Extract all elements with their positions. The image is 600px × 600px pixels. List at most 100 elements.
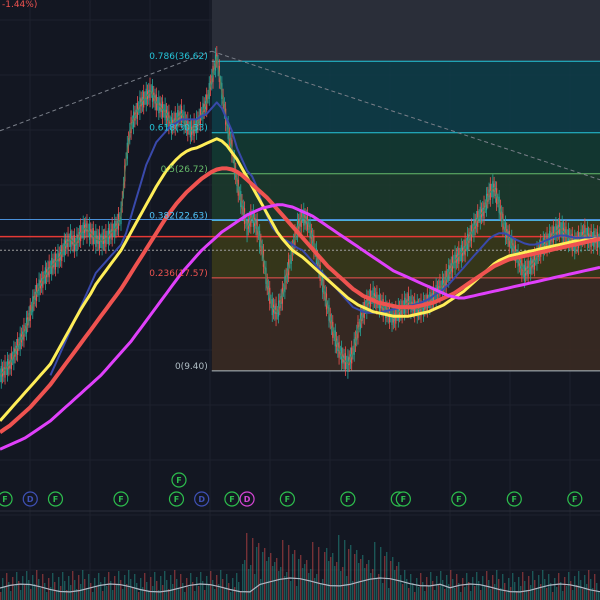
volume-bar [378, 574, 380, 600]
volume-bar [236, 573, 238, 600]
volume-bar [534, 580, 536, 600]
volume-bar [76, 589, 78, 600]
volume-bar [60, 586, 62, 600]
volume-ma-line [0, 577, 600, 593]
volume-bar [566, 586, 568, 600]
volume-bar [160, 576, 162, 600]
volume-bar [38, 579, 40, 600]
event-marker-label: F [401, 495, 406, 504]
volume-bar [144, 573, 146, 600]
volume-bar [64, 581, 66, 600]
volume-bar [524, 581, 526, 600]
volume-bar [510, 587, 512, 600]
volume-bar [550, 583, 552, 600]
event-marker [224, 491, 240, 507]
volume-bar [36, 570, 38, 600]
volume-bar [250, 565, 252, 600]
volume-bar [326, 548, 328, 600]
volume-bar [244, 560, 246, 600]
event-marker-label: D [27, 495, 34, 504]
volume-bar [56, 591, 58, 600]
fib-label-0.382: 0.382(22.63) [149, 211, 208, 221]
volume-bar [408, 588, 410, 600]
volume-bar [334, 566, 336, 600]
series-line-2 [0, 137, 600, 422]
volume-bar [82, 570, 84, 600]
event-marker-label: D [244, 495, 251, 504]
volume-bar [148, 591, 150, 600]
fib-retracement[interactable] [211, 0, 600, 372]
volume-bar [418, 587, 420, 600]
volume-bar [354, 554, 356, 600]
volume-bar [90, 583, 92, 600]
volume-bar [484, 585, 486, 600]
volume-bar [96, 587, 98, 600]
volume-bar [386, 552, 388, 600]
volume-bar [518, 577, 520, 600]
event-marker [168, 491, 185, 507]
volume-bar [164, 571, 166, 600]
volume-bar [292, 554, 294, 600]
volume-bar [246, 533, 248, 600]
volume-bar [574, 576, 576, 600]
volume-bar [474, 586, 476, 600]
event-marker-label: F [345, 495, 350, 504]
volume-bar [420, 573, 422, 600]
volume-bar [414, 592, 416, 600]
volume-bar [302, 568, 304, 600]
volume-bar [194, 591, 196, 600]
volume-bar [410, 574, 412, 600]
volume-bar [376, 578, 378, 600]
volume-bar [30, 589, 32, 600]
volume-bar [58, 577, 60, 600]
event-marker [567, 491, 583, 507]
event-marker [171, 472, 187, 488]
volume-bar [448, 584, 450, 600]
volume-bar [282, 540, 284, 600]
volume-bar [74, 580, 76, 600]
volume-bar [112, 590, 114, 600]
volume-bar [226, 574, 228, 600]
volume-bar [304, 564, 306, 600]
volume-bar [348, 549, 350, 600]
volume-bar [314, 578, 316, 600]
volume-bar [136, 583, 138, 600]
volume-bar [116, 585, 118, 600]
volume-bar [44, 583, 46, 600]
volume-bar [100, 582, 102, 600]
event-marker [395, 491, 411, 507]
volume-bar [66, 590, 68, 600]
volume-bar [252, 538, 254, 600]
series-line-0 [0, 56, 600, 376]
volume-bar [318, 547, 320, 600]
series-line-4 [0, 203, 600, 451]
volume-bar [390, 561, 392, 600]
event-marker-label: F [176, 476, 181, 485]
volume-bar [312, 542, 314, 600]
volume-bar [426, 577, 428, 600]
volume-bar [328, 561, 330, 600]
fib-label-0.786: 0.786(36.62) [149, 52, 208, 62]
volume-bar [16, 572, 18, 600]
volume-bar [536, 589, 538, 600]
volume-bar [468, 582, 470, 600]
volume-bar [154, 572, 156, 600]
volume-bar [320, 583, 322, 600]
event-marker [506, 491, 522, 507]
volume-bar [460, 592, 462, 600]
volume-bar [126, 584, 128, 600]
volume-bar [26, 571, 28, 600]
volume-bar [552, 592, 554, 600]
volume-bar [486, 571, 488, 600]
event-marker-label: F [285, 495, 290, 504]
event-marker-label: F [118, 495, 123, 504]
fib-labels: 0.786(36.62) 0.618(30.33) 0.5(26.72) 0.382(… [149, 52, 208, 372]
event-marker-label: D [198, 495, 205, 504]
volume-bar [582, 589, 584, 600]
volume-bar [232, 578, 234, 600]
event-marker [239, 491, 255, 507]
volume-bar [442, 580, 444, 600]
volume-bar [12, 577, 14, 600]
